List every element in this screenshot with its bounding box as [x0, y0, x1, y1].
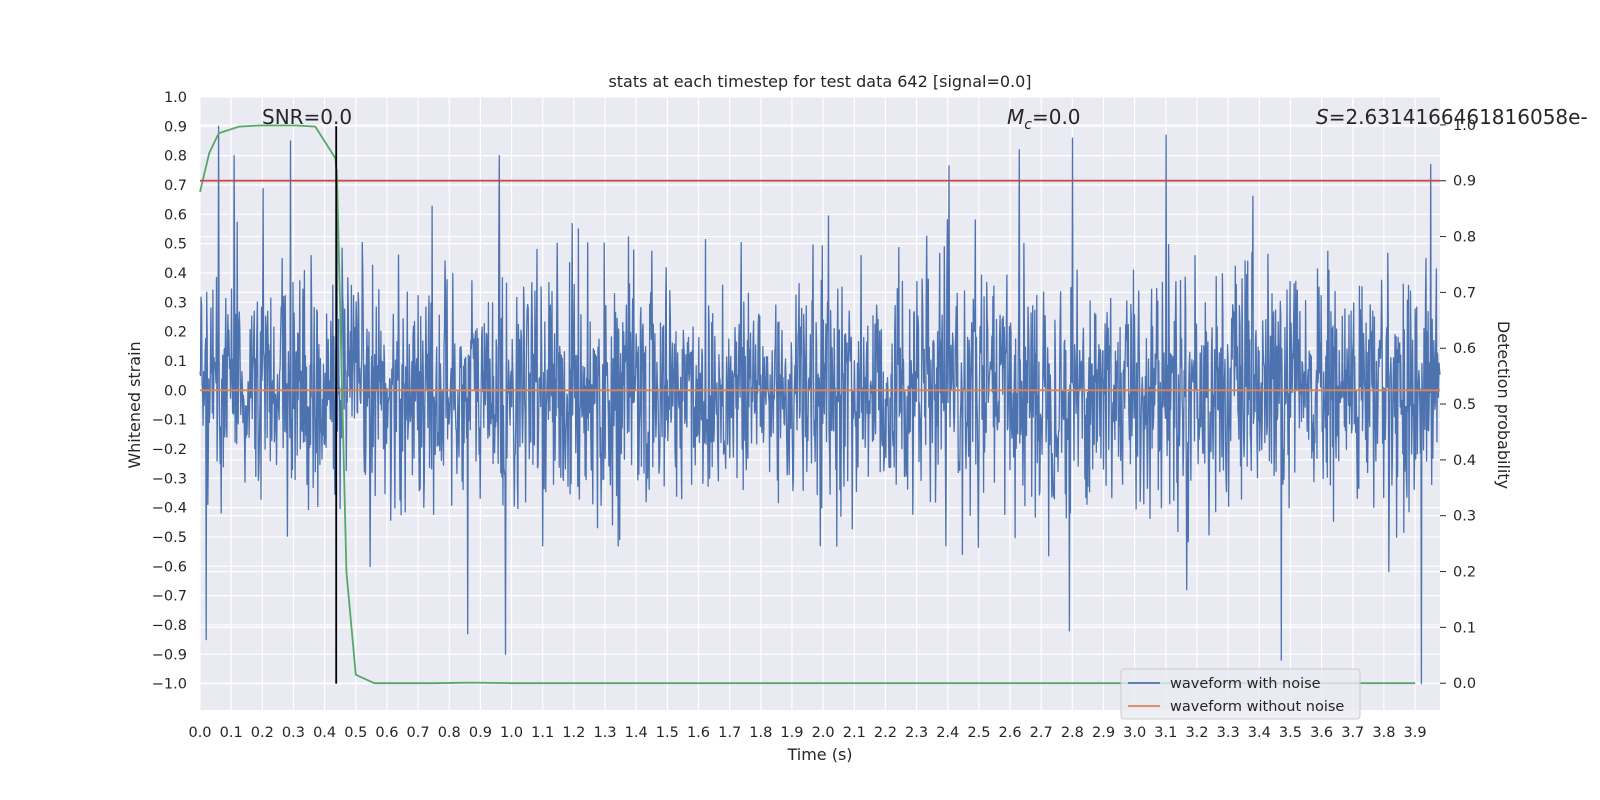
x-tick-label: 3.7	[1341, 725, 1364, 741]
y2-tick-label: 0.0	[1453, 676, 1476, 692]
x-tick-label: 0.4	[313, 725, 336, 741]
x-tick-label: 2.8	[1061, 725, 1084, 741]
x-tick-label: 3.9	[1404, 725, 1427, 741]
y2-tick-label: 1.0	[1453, 118, 1476, 134]
snr-annotation: SNR=0.0	[262, 105, 352, 129]
x-tick-label: 2.1	[843, 725, 866, 741]
y-tick-label: −0.2	[152, 442, 187, 458]
y-tick-label: −0.4	[152, 501, 187, 517]
y-tick-label: −0.6	[152, 559, 187, 575]
detection-probability-line	[199, 124, 1416, 685]
x-tick-label: 3.1	[1154, 725, 1177, 741]
x-tick-label: 2.4	[936, 725, 959, 741]
y-tick-label: 0.1	[164, 354, 187, 370]
chirp-mass-annotation: Mc=0.0	[1007, 105, 1081, 133]
x-tick-label: 0.0	[188, 725, 211, 741]
x-tick-label: 1.5	[656, 725, 679, 741]
series-lines	[199, 124, 1440, 685]
x-tick-label: 0.2	[251, 725, 274, 741]
x-tick-label: 0.8	[438, 725, 461, 741]
y-tick-label: 0.9	[164, 119, 187, 135]
legend-label-clean: waveform without noise	[1170, 699, 1344, 715]
y2-tick-label: 0.3	[1453, 509, 1476, 525]
x-tick-label: 1.4	[625, 725, 648, 741]
legend: waveform with noise waveform without noi…	[1120, 668, 1361, 720]
x-tick-label: 0.9	[469, 725, 492, 741]
series-waveform-with-noise	[199, 125, 1441, 685]
x-tick-label: 3.6	[1310, 725, 1333, 741]
chart-title: stats at each timestep for test data 642…	[608, 72, 1031, 91]
s-annotation: S=2.6314166461816058e-	[1316, 105, 1588, 129]
x-tick-label: 1.9	[780, 725, 803, 741]
y2-axis-label: Detection probability	[1494, 321, 1513, 489]
mc-subscript: c	[1024, 117, 1032, 133]
x-tick-label: 1.1	[531, 725, 554, 741]
x-tick-label: 0.3	[282, 725, 305, 741]
mc-value: =0.0	[1032, 105, 1081, 129]
x-tick-label: 3.8	[1372, 725, 1395, 741]
y-tick-label: 1.0	[164, 90, 187, 106]
x-tick-labels: 0.0 0.1 0.2 0.3 0.4 0.5 0.6 0.7 0.8 0.9 1.0 1.1 1.2 1…	[188, 725, 1426, 741]
x-tick-label: 0.5	[344, 725, 367, 741]
x-tick-label: 1.3	[593, 725, 616, 741]
x-tick-label: 2.2	[874, 725, 897, 741]
x-axis-label: Time (s)	[786, 745, 852, 764]
y-tick-labels: 1.0 0.9 0.8 0.7 0.6 0.5 0.4 0.3 0.2 0.1 0.0 −0.1 −0.…	[152, 90, 187, 693]
y-tick-label: 0.8	[164, 149, 187, 165]
x-tick-label: 3.3	[1217, 725, 1240, 741]
x-tick-label: 2.6	[999, 725, 1022, 741]
y-tick-label: 0.7	[164, 178, 187, 194]
x-tick-label: 1.8	[749, 725, 772, 741]
x-tick-label: 1.6	[687, 725, 710, 741]
x-tick-label: 2.9	[1092, 725, 1115, 741]
y2-tick-labels: 1.0 0.9 0.8 0.7 0.6 0.5 0.4 0.3 0.2 0.1 0.0	[1440, 118, 1476, 692]
x-tick-label: 0.1	[220, 725, 243, 741]
y-tick-label: −0.8	[152, 618, 187, 634]
mc-symbol: M	[1007, 105, 1024, 129]
s-value: =2.6314166461816058e-	[1329, 105, 1588, 129]
y-tick-label: −0.9	[152, 647, 187, 663]
legend-label-noise: waveform with noise	[1170, 676, 1321, 692]
y-tick-label: 0.3	[164, 295, 187, 311]
y2-tick-label: 0.5	[1453, 397, 1476, 413]
x-tick-label: 2.0	[812, 725, 835, 741]
y2-tick-label: 0.9	[1453, 174, 1476, 190]
y-axis-label: Whitened strain	[125, 341, 144, 468]
waveform-with-noise-line	[199, 125, 1441, 685]
x-tick-label: 0.6	[375, 725, 398, 741]
y-tick-label: −0.5	[152, 530, 187, 546]
y-tick-label: −0.3	[152, 471, 187, 487]
x-tick-label: 1.0	[500, 725, 523, 741]
x-tick-label: 3.4	[1248, 725, 1271, 741]
y2-tick-label: 0.8	[1453, 230, 1476, 246]
x-tick-label: 3.5	[1279, 725, 1302, 741]
x-tick-label: 2.5	[967, 725, 990, 741]
x-tick-label: 0.7	[407, 725, 430, 741]
legend-box	[1120, 668, 1361, 720]
y-tick-label: 0.4	[164, 266, 187, 282]
s-symbol: S	[1316, 105, 1329, 129]
y-tick-label: 0.5	[164, 237, 187, 253]
y2-tick-label: 0.7	[1453, 285, 1476, 301]
y-tick-label: −0.1	[152, 413, 187, 429]
x-tick-label: 3.0	[1123, 725, 1146, 741]
x-tick-label: 3.2	[1185, 725, 1208, 741]
y2-tick-label: 0.4	[1453, 453, 1476, 469]
x-tick-label: 2.7	[1030, 725, 1053, 741]
x-tick-label: 1.7	[718, 725, 741, 741]
y-tick-label: 0.0	[164, 383, 187, 399]
y-tick-label: −0.7	[152, 589, 187, 605]
x-tick-label: 1.2	[562, 725, 585, 741]
y2-tick-label: 0.1	[1453, 620, 1476, 636]
y-tick-label: 0.6	[164, 207, 187, 223]
y2-tick-label: 0.2	[1453, 565, 1476, 581]
y-tick-label: 0.2	[164, 325, 187, 341]
y2-tick-label: 0.6	[1453, 341, 1476, 357]
y-tick-label: −1.0	[152, 677, 187, 693]
x-tick-label: 2.3	[905, 725, 928, 741]
